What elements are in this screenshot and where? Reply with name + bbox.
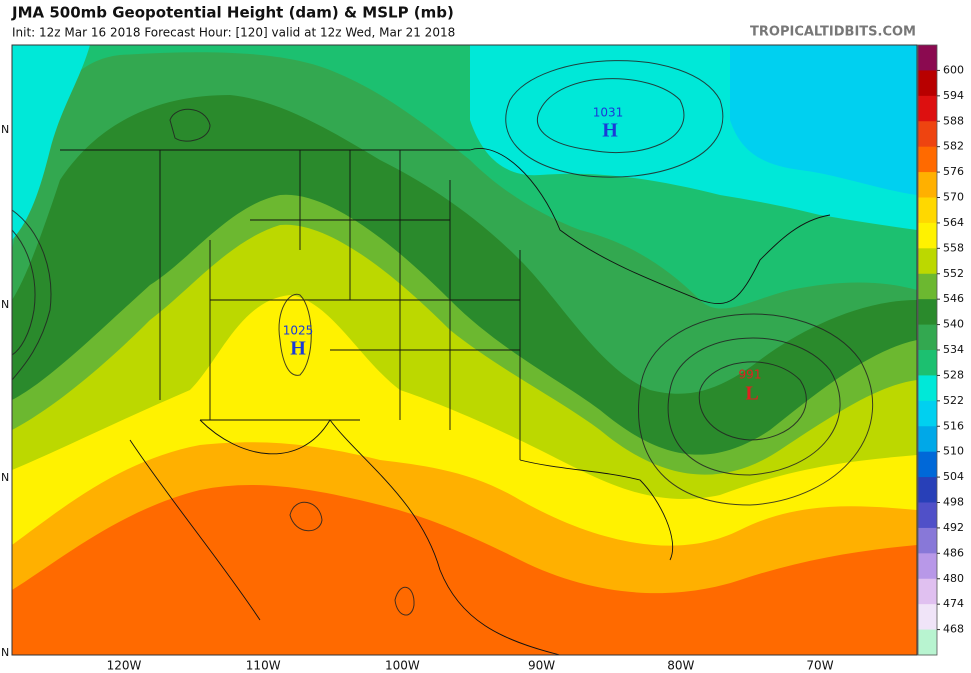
contour: [12, 209, 52, 381]
contour: [667, 337, 841, 476]
center-symbol: L: [745, 383, 758, 405]
colorbar-label: 528: [943, 368, 964, 381]
colorbar-label: 474: [943, 597, 964, 610]
lon-labels: 120W 110W 100W 90W 80W 70W: [107, 659, 834, 673]
colorbar-label: 582: [943, 140, 964, 153]
colorbar-swatch: [918, 477, 937, 503]
contour: [278, 293, 312, 376]
lat-label: N: [1, 298, 9, 311]
map-borders: [60, 148, 831, 460]
contour: [289, 501, 323, 532]
colorbar-label: 510: [943, 445, 964, 458]
colorbar-label: 534: [943, 343, 964, 356]
lon-label: 100W: [385, 659, 420, 673]
colorbar-swatch: [918, 70, 937, 97]
colorbar-swatch: [918, 299, 937, 326]
colorbar-swatch: [918, 248, 937, 275]
lat-label: N: [1, 471, 9, 484]
colorbar-swatch: [918, 350, 937, 376]
contour: [12, 229, 36, 356]
colorbar-label: 570: [943, 191, 964, 204]
lon-label: 80W: [667, 659, 694, 673]
colorbar-label: 504: [943, 470, 964, 483]
colorbar-swatch: [918, 324, 937, 351]
colorbar-label: 468: [943, 623, 964, 636]
contour: [537, 78, 685, 154]
colorbar-label: 552: [943, 267, 964, 280]
colorbar-swatch: [918, 45, 937, 71]
colorbar-swatch: [918, 527, 937, 554]
contour: [169, 108, 211, 142]
colorbar-label: 576: [943, 165, 964, 178]
colorbar-label: 492: [943, 521, 964, 534]
contour: [698, 361, 807, 441]
center-symbol: H: [290, 338, 306, 360]
lon-label: 70W: [806, 659, 833, 673]
colorbar-swatch: [918, 604, 937, 631]
colorbar-swatch: [918, 146, 937, 173]
colorbar-label: 594: [943, 89, 964, 102]
colorbar-label: 480: [943, 572, 964, 585]
subtitle: Init: 12z Mar 16 2018 Forecast Hour: [12…: [12, 26, 455, 40]
colorbar-label: 588: [943, 114, 964, 127]
lat-label: N: [1, 123, 9, 136]
colorbar-swatch: [918, 121, 937, 148]
colorbar-label: 540: [943, 318, 964, 331]
colorbar-swatch: [918, 578, 937, 605]
colorbar-label: 600: [943, 63, 964, 76]
center-pressure: 991: [739, 368, 762, 382]
colorbar-swatch: [918, 426, 937, 453]
map-frame: [11, 44, 918, 656]
colorbar-label: 558: [943, 241, 964, 254]
colorbar-label: 564: [943, 216, 964, 229]
map-area: [12, 45, 917, 655]
colorbar-swatch: [918, 222, 937, 249]
center-pressure: 1031: [593, 106, 624, 120]
colorbar-swatch: [918, 502, 937, 529]
colorbar-label: 498: [943, 496, 964, 509]
colorbar-label: 522: [943, 394, 964, 407]
contour: [394, 587, 415, 616]
colorbar-swatch: [918, 172, 937, 198]
lat-label: N: [1, 646, 9, 659]
band-534-west: [12, 45, 90, 240]
colorbar-label: 486: [943, 546, 964, 559]
colorbar: 600 594 588 582 576 570 564 558 552 546 540 534 528 5…: [917, 44, 964, 656]
brand: TROPICALTIDBITS.COM: [750, 25, 916, 40]
colorbar-swatch: [918, 273, 937, 300]
lon-label: 90W: [528, 659, 555, 673]
colorbar-swatch: [918, 400, 937, 427]
band-528: [730, 45, 917, 195]
lon-label: 110W: [246, 659, 281, 673]
contour: [638, 313, 874, 506]
colorbar-label: 516: [943, 419, 964, 432]
coastline: [129, 419, 674, 655]
colorbar-label: 546: [943, 292, 964, 305]
lon-label: 120W: [107, 659, 142, 673]
colorbar-swatch: [918, 375, 937, 402]
lat-labels: N N N N: [1, 123, 9, 659]
colorbar-swatch: [918, 95, 937, 122]
contour: [505, 60, 724, 178]
title: JMA 500mb Geopotential Height (dam) & MS…: [11, 4, 454, 22]
colorbar-swatch: [918, 197, 937, 224]
colorbar-swatch: [918, 451, 937, 478]
center-symbol: H: [602, 120, 618, 142]
colorbar-swatch: [918, 629, 937, 656]
center-pressure: 1025: [283, 324, 314, 338]
colorbar-swatch: [918, 553, 937, 580]
